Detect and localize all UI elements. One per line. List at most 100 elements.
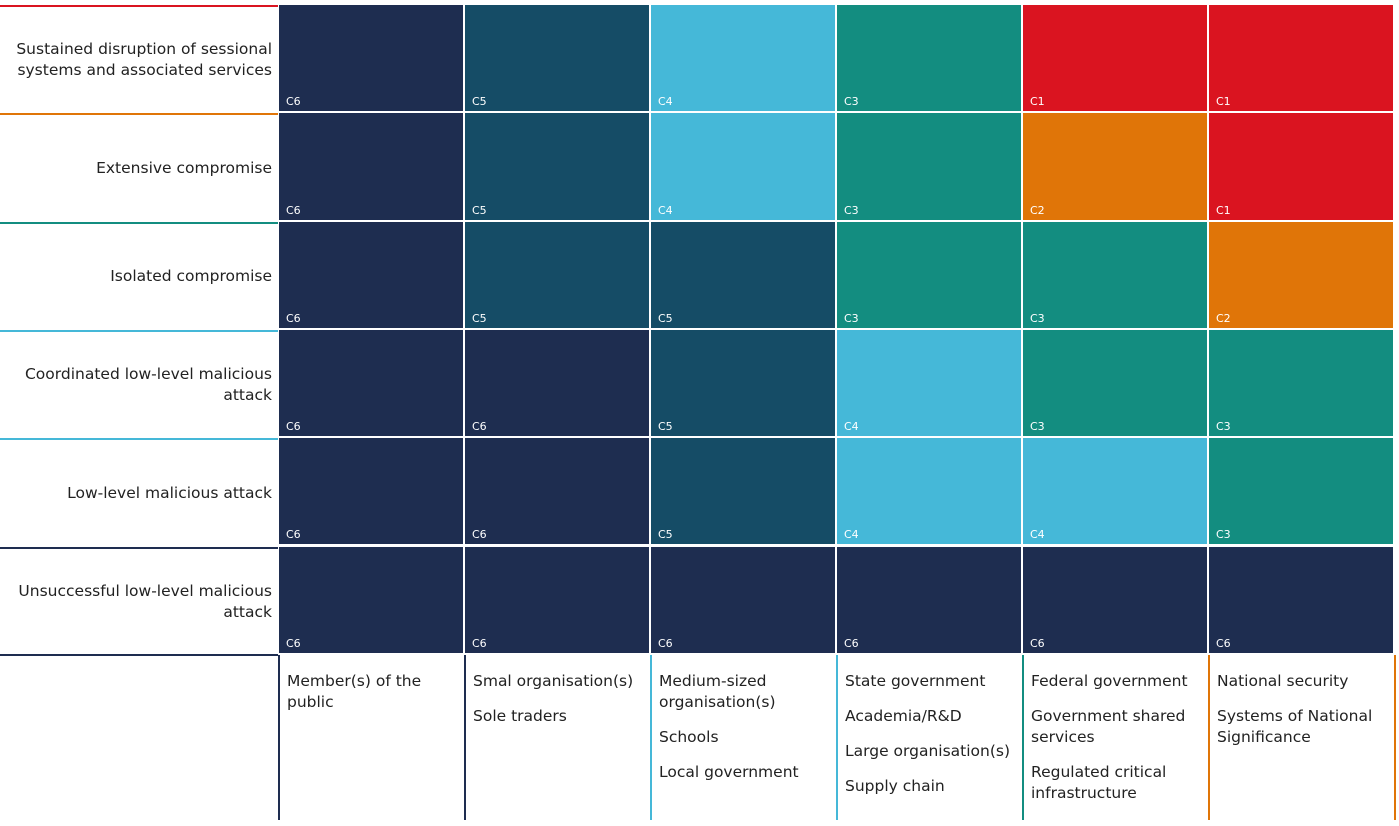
column-item: National security [1217,671,1349,690]
cell: C6 [279,5,463,112]
cell: C3 [837,5,1021,112]
cell-code: C3 [844,311,859,325]
column-label: Member(s) of the public [278,654,464,820]
cell: C6 [279,546,463,653]
cell-code: C1 [1030,95,1045,109]
column-item: Medium-sized organisation(s) [659,671,776,711]
cell-code: C5 [658,528,673,542]
column-item: Government shared services [1031,706,1186,746]
column-item: Federal government [1031,671,1188,690]
cell-code: C6 [286,95,301,109]
cell: C4 [837,438,1021,545]
cell-code: C6 [658,636,673,650]
cell-code: C3 [844,95,859,109]
cell-code: C6 [1030,636,1045,650]
cell-code: C2 [1030,203,1045,217]
cell: C3 [1023,221,1207,328]
cell: C6 [1023,546,1207,653]
cell: C6 [465,438,649,545]
cell: C2 [1209,221,1393,328]
cell: C5 [465,5,649,112]
cell-code: C5 [472,203,487,217]
cell-code: C2 [1216,311,1231,325]
cell: C4 [1023,438,1207,545]
column-item: Large organisation(s) [845,741,1011,760]
column-label: State government Academia/R&D Large organi… [836,654,1022,820]
cell-code: C4 [658,95,673,109]
cell-code: C5 [658,420,673,434]
row-label: Unsuccessful low-level malicious attack [0,546,278,655]
column-item: Smal organisation(s) [473,671,634,690]
cell: C6 [279,221,463,328]
column-item: Local government [659,762,799,781]
row-label: Low-level malicious attack [0,438,278,546]
cell: C6 [279,113,463,220]
column-label: Smal organisation(s) Sole traders [464,654,650,820]
cell-code: C6 [1216,636,1231,650]
cell-code: C3 [1030,420,1045,434]
cell: C1 [1023,5,1207,112]
cell-code: C6 [844,636,859,650]
cell-code: C1 [1216,203,1231,217]
divider [0,653,278,656]
cell-code: C3 [1216,528,1231,542]
cell: C2 [1023,113,1207,220]
cell: C3 [837,221,1021,328]
cell: C5 [651,329,835,437]
column-item: Member(s) of the public [287,671,422,711]
cell-code: C6 [286,311,301,325]
cell-code: C4 [844,420,859,434]
cell-code: C6 [472,636,487,650]
column-item: Supply chain [845,776,945,795]
column-item: Sole traders [473,706,567,725]
cell: C6 [837,546,1021,653]
column-label: Medium-sized organisation(s) Schools Local… [650,654,836,820]
cell-code: C6 [286,203,301,217]
cell-code: C3 [1216,420,1231,434]
cell-code: C3 [1030,311,1045,325]
cell-code: C5 [658,311,673,325]
cell: C6 [279,329,463,437]
column-item: Academia/R&D [845,706,962,725]
cell: C1 [1209,5,1393,112]
cell-code: C6 [472,528,487,542]
cell: C3 [1209,438,1393,545]
cell: C3 [1023,329,1207,437]
right-edge [1394,654,1396,820]
cell: C5 [651,221,835,328]
cell: C6 [465,546,649,653]
cell: C6 [465,329,649,437]
cell: C3 [837,113,1021,220]
cell: C5 [651,438,835,545]
cell: C5 [465,221,649,328]
cell: C5 [465,113,649,220]
row-label: Sustained disruption of sessional system… [0,5,278,113]
row-label: Coordinated low-level malicious attack [0,329,278,438]
cell-code: C6 [286,420,301,434]
cell: C6 [651,546,835,653]
column-item: Regulated critical infrastructure [1031,762,1167,802]
column-label: National security Systems of National Sig… [1208,654,1394,820]
cell-code: C4 [844,528,859,542]
cell-code: C5 [472,311,487,325]
column-item: State government [845,671,986,690]
cell: C6 [279,438,463,545]
row-label: Isolated compromise [0,221,278,330]
column-label: Federal government Government shared serv… [1022,654,1208,820]
cell-code: C6 [286,636,301,650]
cell-code: C4 [658,203,673,217]
cell-code: C4 [1030,528,1045,542]
cell: C3 [1209,329,1393,437]
column-item: Schools [659,727,719,746]
cell-code: C5 [472,95,487,109]
cell-code: C3 [844,203,859,217]
cell: C4 [651,5,835,112]
cell-code: C1 [1216,95,1231,109]
cell-code: C6 [472,420,487,434]
cell: C4 [837,329,1021,437]
cell: C4 [651,113,835,220]
row-label: Extensive compromise [0,113,278,221]
cell: C1 [1209,113,1393,220]
cell-code: C6 [286,528,301,542]
